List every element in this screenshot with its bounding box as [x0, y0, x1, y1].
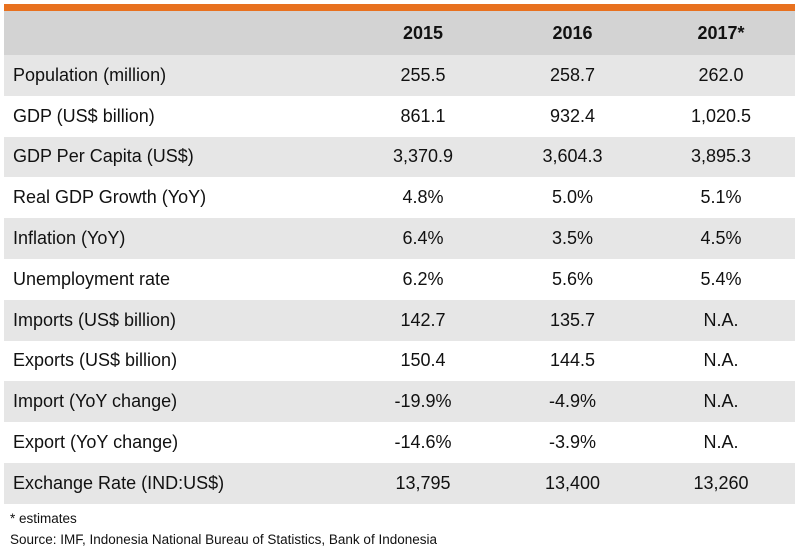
row-value-2016: 3.5%: [551, 228, 594, 249]
row-label: Real GDP Growth (YoY): [13, 187, 207, 208]
row-value-2017: 5.1%: [700, 187, 742, 208]
table-row: Exports (US$ billion) 150.4 144.5 N.A.: [4, 341, 795, 382]
row-label: Inflation (YoY): [13, 228, 126, 249]
row-value-2017: 13,260: [693, 472, 749, 493]
row-value-2017: N.A.: [703, 432, 739, 453]
row-label: Imports (US$ billion): [13, 309, 177, 330]
header-year-2015: 2015: [402, 22, 444, 43]
row-value-2016: 13,400: [544, 472, 601, 493]
row-label: GDP Per Capita (US$): [13, 146, 194, 167]
table-header-row: 2015 2016 2017*: [4, 11, 795, 55]
row-value-2017: N.A.: [703, 391, 739, 412]
header-year-2016: 2016: [552, 22, 593, 43]
row-value-2015: 6.2%: [402, 268, 444, 289]
table-row: Population (million) 255.5 258.7 262.0: [4, 55, 795, 96]
row-label: Unemployment rate: [13, 268, 171, 289]
row-value-2017: 262.0: [698, 64, 744, 85]
table-row: Imports (US$ billion) 142.7 135.7 N.A.: [4, 299, 795, 341]
table-row: Export (YoY change) -14.6% -3.9% N.A.: [4, 422, 795, 463]
table-row: Real GDP Growth (YoY) 4.8% 5.0% 5.1%: [4, 177, 795, 218]
row-value-2016: 135.7: [549, 309, 596, 330]
row-value-2017: 3,895.3: [690, 146, 752, 167]
row-value-2016: -3.9%: [548, 432, 597, 453]
row-value-2015: 4.8%: [402, 187, 444, 208]
row-value-2017: 1,020.5: [690, 105, 752, 126]
table-row: Import (YoY change) -19.9% -4.9% N.A.: [4, 381, 795, 423]
row-value-2015: 142.7: [400, 309, 446, 330]
row-value-2016: 258.7: [549, 64, 596, 85]
row-value-2017: N.A.: [703, 350, 739, 371]
row-label: Exchange Rate (IND:US$): [13, 472, 225, 493]
row-value-2016: 932.4: [549, 105, 596, 126]
economic-indicators-table: 2015 2016 2017* Population (million) 255…: [4, 11, 795, 504]
table-row: Inflation (YoY) 6.4% 3.5% 4.5%: [4, 218, 795, 259]
row-value-2015: 150.4: [400, 350, 446, 371]
row-value-2015: -19.9%: [394, 391, 452, 412]
table-row: GDP (US$ billion) 861.1 932.4 1,020.5: [4, 96, 795, 137]
table-row: Exchange Rate (IND:US$) 13,795 13,400 13…: [4, 462, 795, 504]
row-value-2017: 4.5%: [700, 228, 742, 249]
row-value-2015: 861.1: [400, 105, 446, 126]
row-value-2016: 5.6%: [551, 268, 594, 289]
row-label: Export (YoY change): [13, 432, 179, 453]
row-value-2016: 144.5: [549, 350, 596, 371]
header-label-cell: [4, 11, 348, 55]
top-accent-bar: [4, 4, 795, 11]
row-value-2016: 5.0%: [551, 187, 594, 208]
table-notes: * estimates Source: IMF, Indonesia Natio…: [10, 508, 437, 550]
row-value-2016: -4.9%: [548, 391, 597, 412]
row-label: Population (million): [13, 64, 167, 85]
table-row: GDP Per Capita (US$) 3,370.9 3,604.3 3,8…: [4, 136, 795, 178]
table-row: Unemployment rate 6.2% 5.6% 5.4%: [4, 259, 795, 300]
source-note: Source: IMF, Indonesia National Bureau o…: [10, 532, 437, 547]
header-year-2017: 2017*: [697, 22, 745, 43]
row-label: Import (YoY change): [13, 391, 178, 412]
row-value-2017: N.A.: [703, 309, 739, 330]
row-value-2017: 5.4%: [700, 268, 742, 289]
row-label: Exports (US$ billion): [13, 350, 178, 371]
row-value-2015: 3,370.9: [392, 146, 454, 167]
row-value-2015: 13,795: [395, 472, 451, 493]
row-value-2015: 6.4%: [402, 228, 444, 249]
row-value-2015: 255.5: [400, 64, 446, 85]
row-label: GDP (US$ billion): [13, 105, 155, 126]
estimates-footnote: * estimates: [10, 511, 77, 526]
row-value-2016: 3,604.3: [542, 146, 603, 167]
row-value-2015: -14.6%: [394, 432, 452, 453]
